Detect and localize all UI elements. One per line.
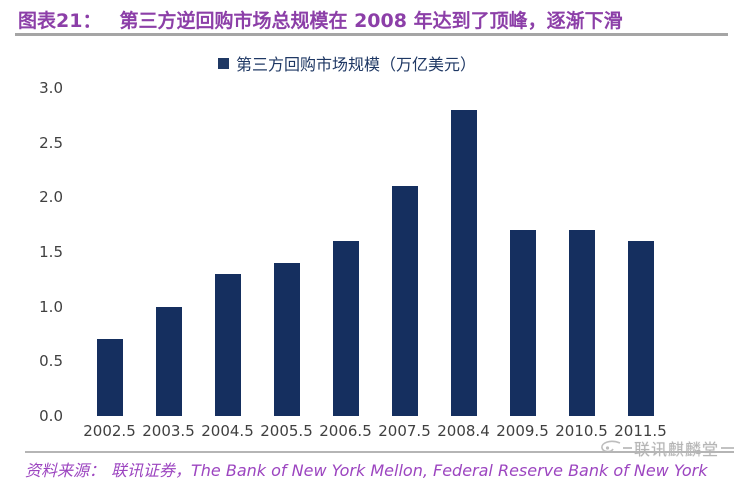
watermark-text: 联讯麒麟堂 — [633, 440, 719, 459]
x-tick-label: 2005.5 — [260, 422, 313, 440]
x-tick-label: 2007.5 — [378, 422, 431, 440]
watermark-logo-icon — [601, 440, 621, 453]
bar-column — [139, 88, 198, 416]
figure-title: 图表21： 第三方逆回购市场总规模在 2008 年达到了顶峰，逐渐下滑 — [18, 6, 728, 33]
bar — [450, 109, 477, 416]
x-tick-label: 2011.5 — [614, 422, 667, 440]
bar-column — [493, 88, 552, 416]
x-tick-label: 2004.5 — [201, 422, 254, 440]
bar — [627, 241, 654, 416]
x-axis-labels: 2002.5 2003.5 2004.5 2005.5 2006.5 2007.5 2008… — [80, 422, 670, 440]
x-tick-label: 2002.5 — [83, 422, 136, 440]
figure-number: 图表21： — [18, 10, 102, 32]
bar — [155, 306, 182, 416]
watermark-dash-left — [622, 447, 632, 449]
x-tick-label: 2009.5 — [496, 422, 549, 440]
y-tick-label: 0.0 — [39, 407, 63, 425]
watermark-dash-right — [721, 447, 734, 449]
y-tick-label: 2.0 — [39, 188, 63, 207]
footer-divider — [25, 451, 734, 453]
source-label: 资料来源： — [25, 461, 106, 480]
x-tick-label: 2010.5 — [555, 422, 608, 440]
bar-column — [80, 88, 139, 416]
watermark: 联讯麒麟堂 — [599, 438, 734, 459]
bar-column — [434, 88, 493, 416]
bar — [509, 230, 536, 416]
bar — [273, 262, 300, 416]
bar-column — [611, 88, 670, 416]
x-tick-label: 2006.5 — [319, 422, 372, 440]
y-tick-label: 3.0 — [39, 79, 63, 97]
y-tick-label: 0.5 — [39, 352, 63, 371]
bar-column — [375, 88, 434, 416]
bar — [332, 241, 359, 416]
source-line: 资料来源： 联讯证券，The Bank of New York Mellon, F… — [25, 457, 730, 481]
legend-label: 第三方回购市场规模（万亿美元） — [235, 55, 476, 74]
bar-column — [198, 88, 257, 416]
bar — [391, 186, 418, 416]
x-tick-label: 2003.5 — [142, 422, 195, 440]
bar-column — [257, 88, 316, 416]
x-tick-label: 2008.4 — [437, 422, 490, 440]
bar-column — [316, 88, 375, 416]
figure-title-text: 第三方逆回购市场总规模在 2008 年达到了顶峰，逐渐下滑 — [119, 10, 623, 32]
bar — [96, 339, 123, 416]
source-text: 联讯证券，The Bank of New York Mellon, Federa… — [111, 461, 708, 480]
y-tick-label: 1.0 — [39, 297, 63, 316]
bar — [214, 273, 241, 416]
bar-columns — [80, 88, 670, 416]
bar-column — [552, 88, 611, 416]
bar — [568, 230, 595, 416]
bar-chart: 0.0 0.5 1.0 1.5 2.0 2.5 3.0 2002.5 2003.5 2004.5… — [39, 79, 670, 440]
legend-swatch-icon — [217, 57, 229, 69]
y-tick-label: 1.5 — [39, 243, 63, 261]
title-divider — [15, 33, 728, 36]
y-tick-label: 2.5 — [39, 133, 63, 152]
chart-legend: 第三方回购市场规模（万亿美元） — [0, 53, 694, 74]
